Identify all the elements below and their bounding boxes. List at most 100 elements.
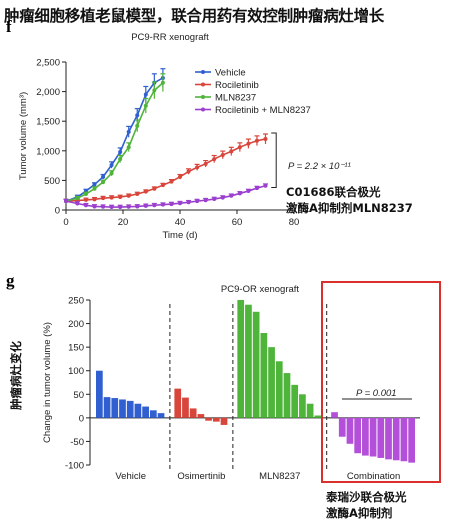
chart-g-ytick-label: 100: [68, 366, 84, 377]
chart-g-ytick-label: 200: [68, 319, 84, 330]
chart-f-ytick-label: 0: [55, 206, 60, 217]
legend-marker-mln8237: [201, 95, 205, 99]
chart-f-ytick-label: 1,000: [36, 146, 60, 157]
panel-g-annotation-line2: 激酶A抑制剂: [326, 506, 392, 520]
data-point: [126, 145, 131, 150]
bar-osimertinib: [189, 408, 197, 418]
group-label-osimertinib: Osimertinib: [177, 471, 225, 482]
group-label-combination: Combination: [347, 471, 400, 482]
bar-mln8237: [291, 384, 299, 418]
group-vehicle: [96, 370, 165, 418]
bar-vehicle: [149, 410, 157, 418]
series-vehicle: [63, 68, 166, 204]
panel-f-annotation-line1: C01686联合极光: [286, 185, 381, 199]
data-point: [109, 171, 114, 176]
bar-osimertinib: [205, 417, 212, 421]
panel-g-pvalue: P = 0.001: [356, 388, 397, 399]
data-point: [75, 196, 80, 201]
chart-g-ytick-label: -100: [65, 461, 84, 472]
significance-bracket: [271, 132, 277, 189]
bar-vehicle: [142, 406, 149, 418]
panel-f-annotation: P = 2.2 × 10⁻¹¹ C01686联合极光 激酶A抑制剂MLN8237: [286, 161, 413, 215]
series-rociletinib-mln8237: [63, 183, 268, 210]
data-point: [92, 197, 97, 202]
bar-combination: [392, 417, 400, 461]
legend-label-rociletinib-mln8237: Rociletinib + MLN8237: [215, 105, 311, 116]
data-point: [152, 186, 157, 191]
data-point: [101, 196, 106, 201]
chart-f-ytick-label: 500: [44, 176, 60, 187]
data-point: [178, 174, 182, 179]
data-point: [118, 194, 123, 199]
data-point: [92, 182, 97, 187]
bar-mln8237: [245, 304, 252, 418]
data-point: [135, 113, 140, 118]
data-point: [254, 186, 259, 191]
bar-vehicle: [103, 397, 111, 418]
data-point: [186, 169, 191, 174]
group-label-mln8237: MLN8237: [259, 471, 300, 482]
data-point: [135, 204, 140, 209]
group-label-vehicle: Vehicle: [115, 471, 146, 482]
legend-label-mln8237: MLN8237: [215, 93, 256, 104]
chart-f-xtick-label: 80: [289, 217, 300, 228]
bar-mln8237: [306, 403, 314, 418]
legend-marker-rociletinib: [201, 82, 205, 87]
bar-osimertinib: [174, 388, 182, 418]
chart-f-xtick-label: 40: [175, 217, 186, 228]
data-point: [101, 174, 106, 179]
bar-combination: [362, 417, 369, 456]
bar-combination: [346, 417, 354, 444]
panel-f-annotation-line2: 激酶A抑制剂MLN8237: [286, 201, 413, 215]
bar-osimertinib: [212, 417, 220, 422]
data-point: [109, 195, 114, 200]
data-point: [254, 138, 259, 143]
chart-f-xtick-label: 0: [63, 217, 68, 228]
bar-combination: [377, 417, 385, 458]
data-point: [135, 123, 140, 128]
bar-mln8237: [275, 361, 283, 418]
data-point: [109, 205, 114, 210]
panel-g-side-label: 肿瘤病灶变化: [9, 341, 23, 410]
series-mln8237: [63, 73, 166, 204]
data-point: [237, 191, 242, 196]
chart-f-ytick-label: 1,500: [36, 117, 60, 128]
bar-mln8237: [268, 347, 275, 418]
bar-combination: [385, 417, 392, 460]
panel-g-annotation-line1: 泰瑞沙联合极光: [325, 490, 407, 504]
data-point: [220, 152, 225, 157]
bar-mln8237: [314, 415, 322, 418]
series-line-rociletinib: [65, 138, 266, 202]
chart-f-title: PC9-RR xenograft: [131, 32, 209, 43]
chart-f-ylabel: Tumor volume (mm³): [18, 92, 29, 180]
data-point: [160, 202, 165, 207]
bar-mln8237: [237, 300, 245, 418]
data-point: [203, 198, 208, 203]
data-point: [263, 136, 268, 141]
chart-g-ytick-label: -50: [70, 437, 84, 448]
panel-f-letter: f: [6, 17, 12, 36]
data-point: [152, 203, 157, 208]
legend-label-vehicle: Vehicle: [215, 68, 246, 79]
bar-mln8237: [260, 333, 268, 418]
series-rociletinib: [63, 133, 268, 204]
bar-vehicle: [134, 403, 142, 418]
data-point: [64, 199, 68, 204]
data-point: [186, 200, 191, 205]
legend-marker-vehicle: [201, 70, 205, 74]
bar-mln8237: [283, 373, 291, 418]
data-point: [143, 189, 148, 194]
data-point: [169, 202, 174, 207]
data-point: [263, 183, 268, 188]
data-point: [118, 157, 123, 162]
bar-osimertinib: [220, 417, 228, 425]
panel-g-annotation: P = 0.001 泰瑞沙联合极光 激酶A抑制剂: [325, 388, 407, 520]
chart-f-xlabel: Time (d): [162, 230, 197, 241]
data-point: [109, 163, 114, 168]
data-point: [143, 103, 148, 108]
data-point: [83, 203, 88, 208]
data-point: [135, 192, 140, 197]
chart-g-ytick-label: 250: [68, 296, 84, 307]
data-point: [246, 141, 251, 146]
